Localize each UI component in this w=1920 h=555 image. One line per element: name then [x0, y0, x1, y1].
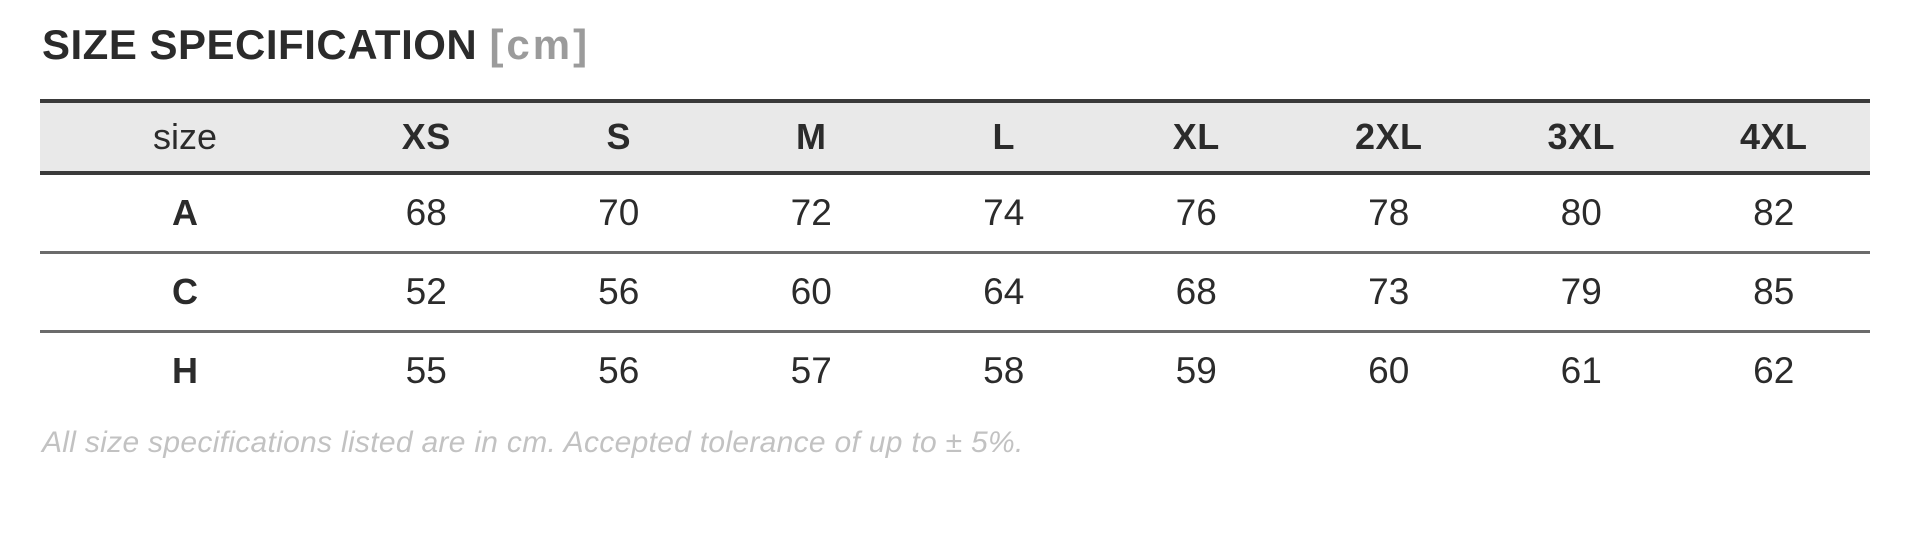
- value-h-4xl: 62: [1753, 350, 1795, 392]
- value-a-m: 72: [790, 191, 832, 233]
- column-header-3xl: 3XL: [1547, 116, 1616, 158]
- value-a-xs: 68: [405, 191, 447, 233]
- tolerance-note: All size specifications listed are in cm…: [42, 426, 1024, 460]
- column-header-size: size: [152, 116, 218, 158]
- value-c-3xl: 79: [1560, 270, 1602, 312]
- value-c-m: 60: [790, 270, 832, 312]
- value-c-s: 56: [598, 270, 640, 312]
- value-h-xl: 59: [1175, 350, 1217, 392]
- value-a-l: 74: [983, 191, 1025, 233]
- value-h-l: 58: [983, 350, 1025, 392]
- size-specification-table: size XS S M L XL 2XL 3XL 4XL A 68 70 72 …: [40, 99, 1870, 410]
- value-c-xs: 52: [405, 270, 447, 312]
- column-header-l: L: [992, 116, 1015, 158]
- column-header-xl: XL: [1172, 116, 1220, 158]
- value-a-2xl: 78: [1368, 191, 1410, 233]
- value-h-xs: 55: [405, 350, 447, 392]
- table-header-row: size XS S M L XL 2XL 3XL 4XL: [40, 101, 1870, 174]
- row-label-h: H: [172, 350, 198, 392]
- size-specification-section: SIZE SPECIFICATION [cm] size XS S M L XL…: [40, 21, 1872, 460]
- table-row-h: H 55 56 57 58 59 60 61 62: [40, 331, 1870, 410]
- column-header-2xl: 2XL: [1354, 116, 1423, 158]
- value-h-2xl: 60: [1368, 350, 1410, 392]
- column-header-4xl: 4XL: [1739, 116, 1808, 158]
- page-title: SIZE SPECIFICATION [cm]: [42, 21, 1872, 68]
- value-c-l: 64: [983, 270, 1025, 312]
- value-c-2xl: 73: [1368, 270, 1410, 312]
- row-label-a: A: [172, 191, 198, 233]
- page-title-text: SIZE SPECIFICATION: [42, 21, 478, 68]
- value-c-4xl: 85: [1753, 270, 1795, 312]
- row-label-c: C: [172, 270, 198, 312]
- column-header-xs: XS: [401, 116, 451, 158]
- table-row-a: A 68 70 72 74 76 78 80 82: [40, 173, 1870, 253]
- value-h-3xl: 61: [1560, 350, 1602, 392]
- table-row-c: C 52 56 60 64 68 73 79 85: [40, 252, 1870, 332]
- value-a-4xl: 82: [1753, 191, 1795, 233]
- value-h-m: 57: [790, 350, 832, 392]
- value-a-s: 70: [598, 191, 640, 233]
- value-h-s: 56: [598, 350, 640, 392]
- value-a-3xl: 80: [1560, 191, 1602, 233]
- value-a-xl: 76: [1175, 191, 1217, 233]
- column-header-m: M: [796, 116, 827, 158]
- unit-label: [cm]: [489, 21, 591, 68]
- column-header-s: S: [606, 116, 631, 158]
- value-c-xl: 68: [1175, 270, 1217, 312]
